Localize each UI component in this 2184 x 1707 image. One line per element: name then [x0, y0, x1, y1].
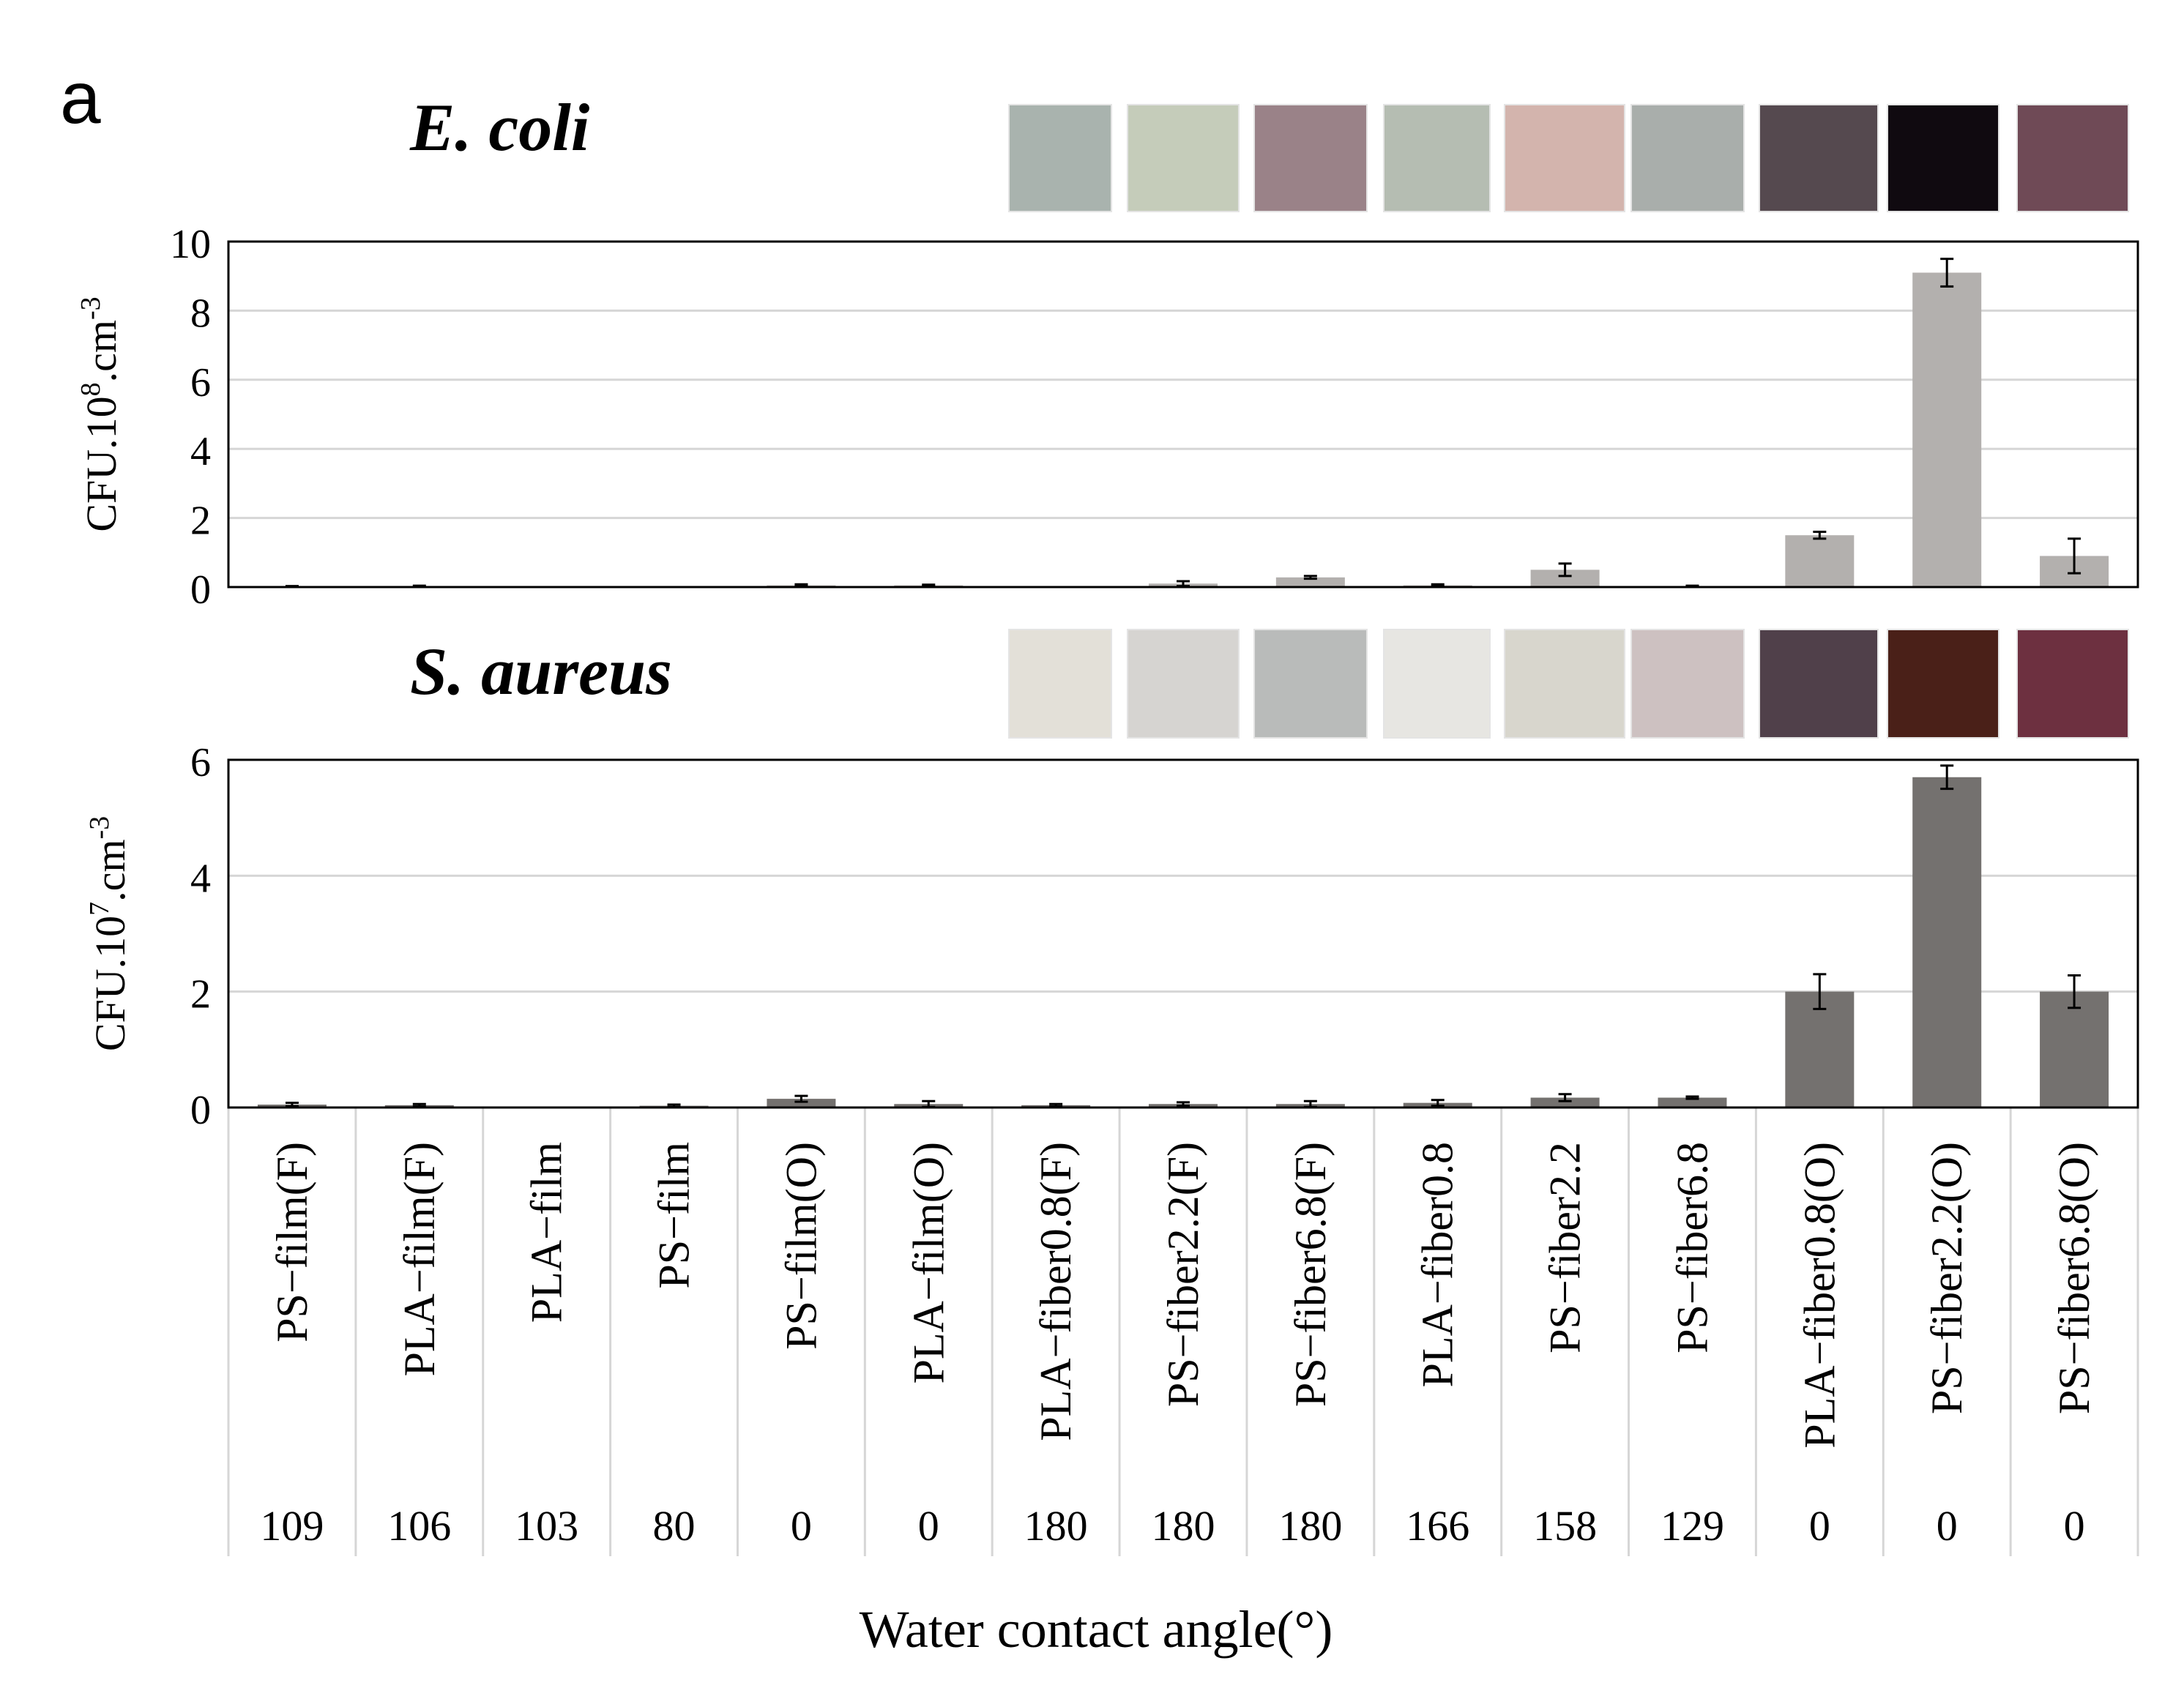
x-axis-title: Water contact angle(°)	[860, 1600, 1333, 1659]
sample-thumbnail	[1253, 629, 1368, 739]
y-axis-label-part: .cm	[86, 839, 134, 901]
contact-angle-value: 109	[260, 1502, 324, 1550]
thumbnail-layer	[1008, 104, 2129, 739]
y-tick-label: 8	[190, 291, 211, 336]
axes-layer	[227, 240, 2139, 1109]
bar	[1530, 569, 1600, 587]
category-label: PS−film(O)	[777, 1142, 825, 1350]
sample-thumbnail	[1504, 104, 1625, 212]
sample-thumbnail	[1383, 629, 1491, 739]
contact-angle-value: 0	[1937, 1502, 1958, 1550]
y-axis-label-part: CFU.10	[78, 396, 125, 531]
category-label: PS−film(F)	[268, 1142, 316, 1342]
category-label: PLA−fiber0.8(F)	[1032, 1142, 1080, 1441]
sample-thumbnail	[1127, 629, 1240, 739]
sample-thumbnail	[1008, 104, 1112, 212]
contact-angle-value: 158	[1533, 1502, 1597, 1550]
contact-angle-value: 0	[918, 1502, 939, 1550]
y-axis-label: CFU.107.cm-3	[84, 816, 134, 1051]
y-axis-label-part: -3	[84, 816, 115, 840]
contact-angle-value: 166	[1406, 1502, 1469, 1550]
sample-thumbnail	[2016, 104, 2129, 212]
bar	[2040, 991, 2109, 1108]
bar	[1912, 272, 1982, 587]
y-tick-label: 0	[190, 1088, 211, 1133]
y-tick-label: 6	[190, 360, 211, 406]
panel-title: E. coli	[409, 90, 590, 165]
bar	[1912, 777, 1982, 1108]
category-label: PLA−fiber0.8(O)	[1795, 1142, 1844, 1449]
contact-angle-value: 0	[1809, 1502, 1830, 1550]
category-label: PS−fiber6.8	[1668, 1142, 1716, 1353]
y-axis-label-part: -3	[75, 296, 106, 320]
contact-angle-value: 180	[1152, 1502, 1215, 1550]
sample-thumbnail	[1630, 629, 1745, 739]
sample-thumbnail	[1630, 104, 1745, 212]
y-tick-label: 2	[190, 498, 211, 544]
panel-title: S. aureus	[410, 634, 672, 709]
y-axis-label: CFU.108.cm-3	[75, 296, 125, 531]
contact-angle-value: 180	[1278, 1502, 1342, 1550]
sample-thumbnail	[1887, 629, 1999, 739]
y-tick-label: 2	[190, 972, 211, 1017]
sample-thumbnail	[1759, 629, 1879, 739]
y-tick-label: 0	[190, 567, 211, 613]
contact-angle-value: 0	[791, 1502, 812, 1550]
category-label: PLA−film	[523, 1142, 571, 1323]
category-label: PLA−film(F)	[395, 1142, 444, 1377]
category-label: PS−fiber2.2(F)	[1159, 1142, 1207, 1407]
bar	[1658, 1097, 1727, 1108]
category-label: PS−film	[650, 1142, 698, 1289]
bar-layer	[257, 258, 2109, 1108]
panel-label: a	[60, 57, 101, 139]
sample-thumbnail	[2016, 629, 2129, 739]
sample-thumbnail	[1504, 629, 1625, 739]
category-label: PS−fiber6.8(O)	[2050, 1142, 2098, 1414]
bar	[1785, 535, 1855, 587]
sample-thumbnail	[1008, 629, 1112, 739]
category-label: PLA−film(O)	[904, 1142, 953, 1383]
bar	[1785, 991, 1855, 1108]
bar	[1530, 1097, 1600, 1108]
category-label: PS−fiber2.2	[1541, 1142, 1589, 1353]
contact-angle-value: 129	[1661, 1502, 1724, 1550]
contact-angle-value: 106	[387, 1502, 451, 1550]
bar	[767, 1099, 836, 1108]
sample-thumbnail	[1383, 104, 1491, 212]
y-axis-label-part: 7	[84, 902, 115, 916]
y-tick-label: 10	[170, 222, 211, 267]
category-label: PS−fiber6.8(F)	[1286, 1142, 1335, 1407]
y-tick-label: 4	[190, 429, 211, 474]
y-axis-label-part: .cm	[78, 320, 125, 382]
sample-thumbnail	[1253, 104, 1368, 212]
category-label: PS−fiber2.2(O)	[1923, 1142, 1971, 1414]
contact-angle-value: 0	[2064, 1502, 2085, 1550]
contact-angle-value: 180	[1024, 1502, 1088, 1550]
category-label: PLA−fiber0.8	[1414, 1142, 1462, 1387]
bar	[1275, 577, 1345, 587]
sample-thumbnail	[1759, 104, 1879, 212]
contact-angle-value: 80	[653, 1502, 696, 1550]
y-axis-label-part: CFU.10	[86, 916, 134, 1051]
y-tick-label: 4	[190, 856, 211, 901]
y-tick-label: 6	[190, 740, 211, 785]
contact-angle-value: 103	[515, 1502, 578, 1550]
y-axis-label-part: 8	[75, 382, 106, 396]
sample-thumbnail	[1887, 104, 1999, 212]
sample-thumbnail	[1127, 104, 1240, 212]
